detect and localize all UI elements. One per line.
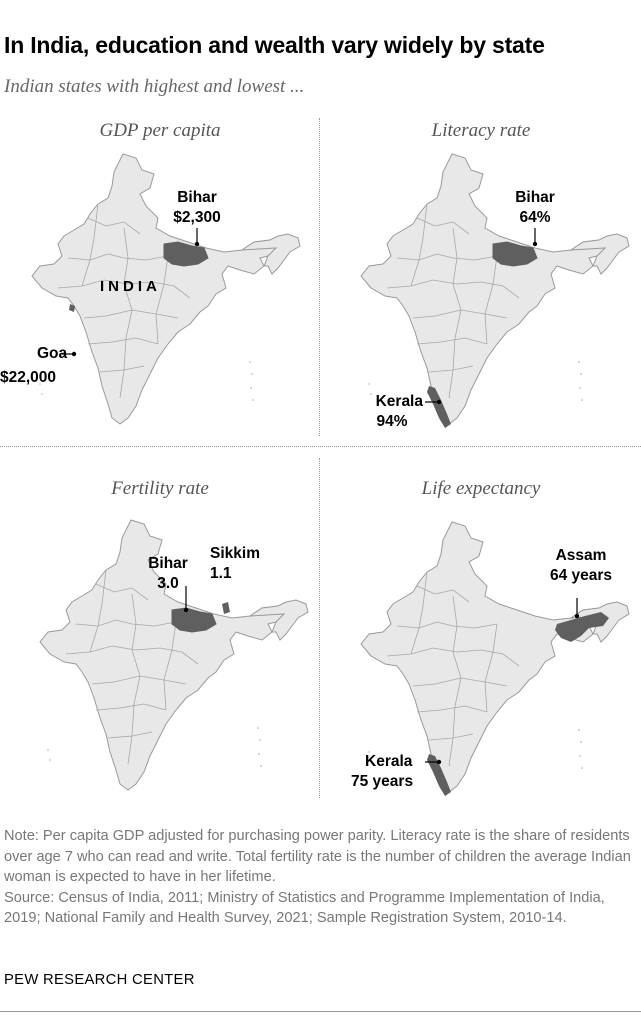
life-kerala-label: Kerala 75 years — [351, 753, 414, 790]
panel-literacy: Literacy rate Bihar 64% Kerala 94% — [321, 110, 641, 450]
india-map-literacy — [360, 153, 630, 428]
fertility-sikkim-label: Sikkim 1.1 — [210, 545, 260, 582]
bihar-region — [171, 607, 217, 633]
fertility-bihar-label: Bihar 3.0 — [148, 555, 188, 592]
panel-title-fertility: Fertility rate — [111, 478, 209, 499]
sikkim-region — [222, 602, 230, 614]
horizontal-divider — [0, 446, 641, 447]
bihar-region — [163, 241, 209, 267]
panel-life: Life expectancy Assam 64 years Kerala 75… — [321, 468, 641, 808]
literacy-kerala-label: Kerala 94% — [375, 393, 423, 430]
gdp-bihar-label: Bihar $2,300 — [173, 189, 221, 226]
panel-title-life: Life expectancy — [421, 478, 541, 499]
bottom-rule — [0, 1011, 641, 1012]
chart-note: Note: Per capita GDP adjusted for purcha… — [4, 826, 636, 929]
org-logo: PEW RESEARCH CENTER — [4, 972, 195, 988]
gdp-goa-state: Goa — [37, 345, 68, 362]
india-map-life — [360, 521, 630, 796]
life-assam-label: Assam 64 years — [549, 547, 613, 584]
india-map-gdp — [31, 153, 301, 425]
vertical-divider-bottom — [319, 458, 320, 798]
source-text: Source: Census of India, 2011; Ministry … — [4, 889, 605, 927]
literacy-bihar-label: Bihar 64% — [515, 189, 555, 226]
bihar-region — [492, 241, 538, 267]
panel-title-literacy: Literacy rate — [431, 120, 531, 141]
chart-title: In India, education and wealth vary wide… — [4, 32, 545, 58]
india-map-fertility — [39, 519, 309, 791]
country-label: INDIA — [100, 278, 161, 295]
vertical-divider-top — [319, 118, 320, 436]
panel-gdp: GDP per capita Bihar $2,300 INDIA Goa $2… — [0, 110, 320, 450]
chart-subtitle: Indian states with highest and lowest ..… — [4, 76, 305, 97]
note-text: Note: Per capita GDP adjusted for purcha… — [4, 828, 631, 885]
gdp-goa-value: $22,000 — [0, 369, 57, 386]
panel-title-gdp: GDP per capita — [99, 120, 221, 141]
panel-fertility: Fertility rate Bihar 3.0 Sikkim 1.1 — [0, 468, 320, 808]
